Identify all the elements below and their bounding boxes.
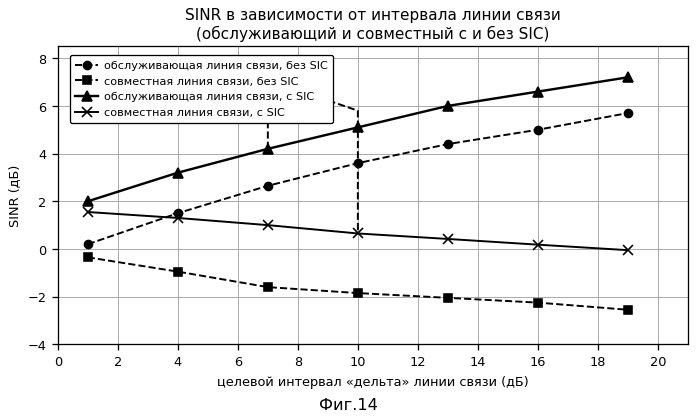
обслуживающая линия связи, без SIC	[624, 111, 632, 116]
Title: SINR в зависимости от интервала линии связи
(обслуживающий и совместный с и без : SINR в зависимости от интервала линии св…	[185, 8, 561, 42]
обслуживающая линия связи, с SIC	[354, 125, 362, 130]
совместная линия связи, с SIC	[84, 210, 92, 215]
совместная линия связи, без SIC	[264, 285, 272, 290]
совместная линия связи, без SIC	[173, 269, 182, 274]
обслуживающая линия связи, без SIC	[84, 242, 92, 247]
X-axis label: целевой интервал «дельта» линии связи (дБ): целевой интервал «дельта» линии связи (д…	[217, 375, 529, 388]
обслуживающая линия связи, без SIC	[264, 183, 272, 188]
обслуживающая линия связи, с SIC	[84, 199, 92, 204]
Legend: обслуживающая линия связи, без SIC, совместная линия связи, без SIC, обслуживающ: обслуживающая линия связи, без SIC, совм…	[70, 55, 333, 123]
Line: обслуживающая линия связи, без SIC: обслуживающая линия связи, без SIC	[84, 110, 632, 249]
Text: Фиг.14: Фиг.14	[319, 398, 377, 413]
совместная линия связи, без SIC	[354, 291, 362, 296]
совместная линия связи, с SIC	[624, 248, 632, 253]
совместная линия связи, без SIC	[84, 255, 92, 260]
обслуживающая линия связи, без SIC	[173, 211, 182, 216]
обслуживающая линия связи, с SIC	[173, 171, 182, 176]
Y-axis label: SINR (дБ): SINR (дБ)	[8, 164, 21, 227]
обслуживающая линия связи, с SIC	[624, 75, 632, 80]
совместная линия связи, без SIC	[444, 296, 452, 301]
Line: обслуживающая линия связи, с SIC: обслуживающая линия связи, с SIC	[83, 73, 633, 206]
Line: совместная линия связи, без SIC: совместная линия связи, без SIC	[84, 254, 632, 314]
совместная линия связи, без SIC	[624, 307, 632, 312]
обслуживающая линия связи, без SIC	[534, 128, 542, 133]
обслуживающая линия связи, без SIC	[444, 142, 452, 147]
обслуживающая линия связи, с SIC	[534, 90, 542, 95]
совместная линия связи, без SIC	[534, 300, 542, 305]
совместная линия связи, с SIC	[264, 223, 272, 228]
обслуживающая линия связи, с SIC	[444, 104, 452, 109]
обслуживающая линия связи, без SIC	[354, 161, 362, 166]
совместная линия связи, с SIC	[173, 216, 182, 221]
совместная линия связи, с SIC	[354, 231, 362, 236]
Line: совместная линия связи, с SIC: совместная линия связи, с SIC	[83, 208, 633, 255]
совместная линия связи, с SIC	[534, 242, 542, 247]
совместная линия связи, с SIC	[444, 237, 452, 242]
обслуживающая линия связи, с SIC	[264, 147, 272, 152]
